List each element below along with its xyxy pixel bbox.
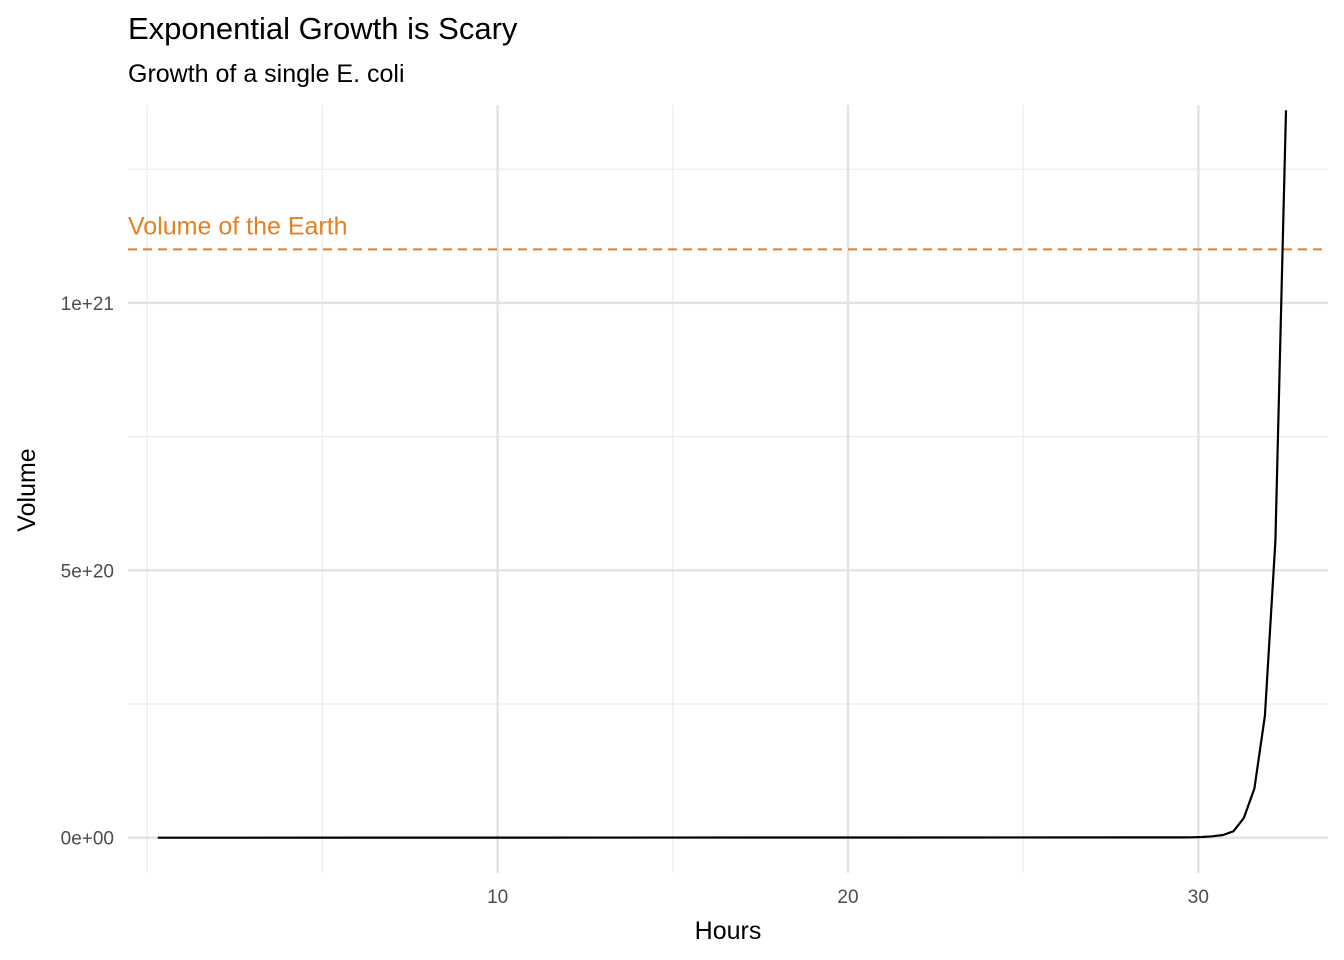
x-axis-title: Hours	[695, 917, 762, 945]
series-line-ecoli-volume	[157, 110, 1288, 839]
series-group	[157, 110, 1288, 839]
reference-line-group: Volume of the Earth	[128, 212, 1328, 251]
y-axis-title: Volume	[13, 448, 41, 531]
y-tick-label-0: 0e+00	[61, 829, 114, 850]
y-tick-label-2: 1e+21	[61, 294, 114, 315]
earth-volume-label: Volume of the Earth	[128, 212, 348, 240]
chart-title: Exponential Growth is Scary	[128, 11, 518, 46]
y-tick-label-1: 5e+20	[61, 561, 114, 582]
x-axis-ticks: 10 20 30	[487, 887, 1209, 908]
x-tick-label-1: 20	[837, 887, 858, 908]
chart-subtitle: Growth of a single E. coli	[128, 60, 405, 88]
x-tick-label-2: 30	[1188, 887, 1209, 908]
x-tick-label-0: 10	[487, 887, 508, 908]
y-axis-ticks: 0e+00 5e+20 1e+21	[61, 294, 114, 850]
